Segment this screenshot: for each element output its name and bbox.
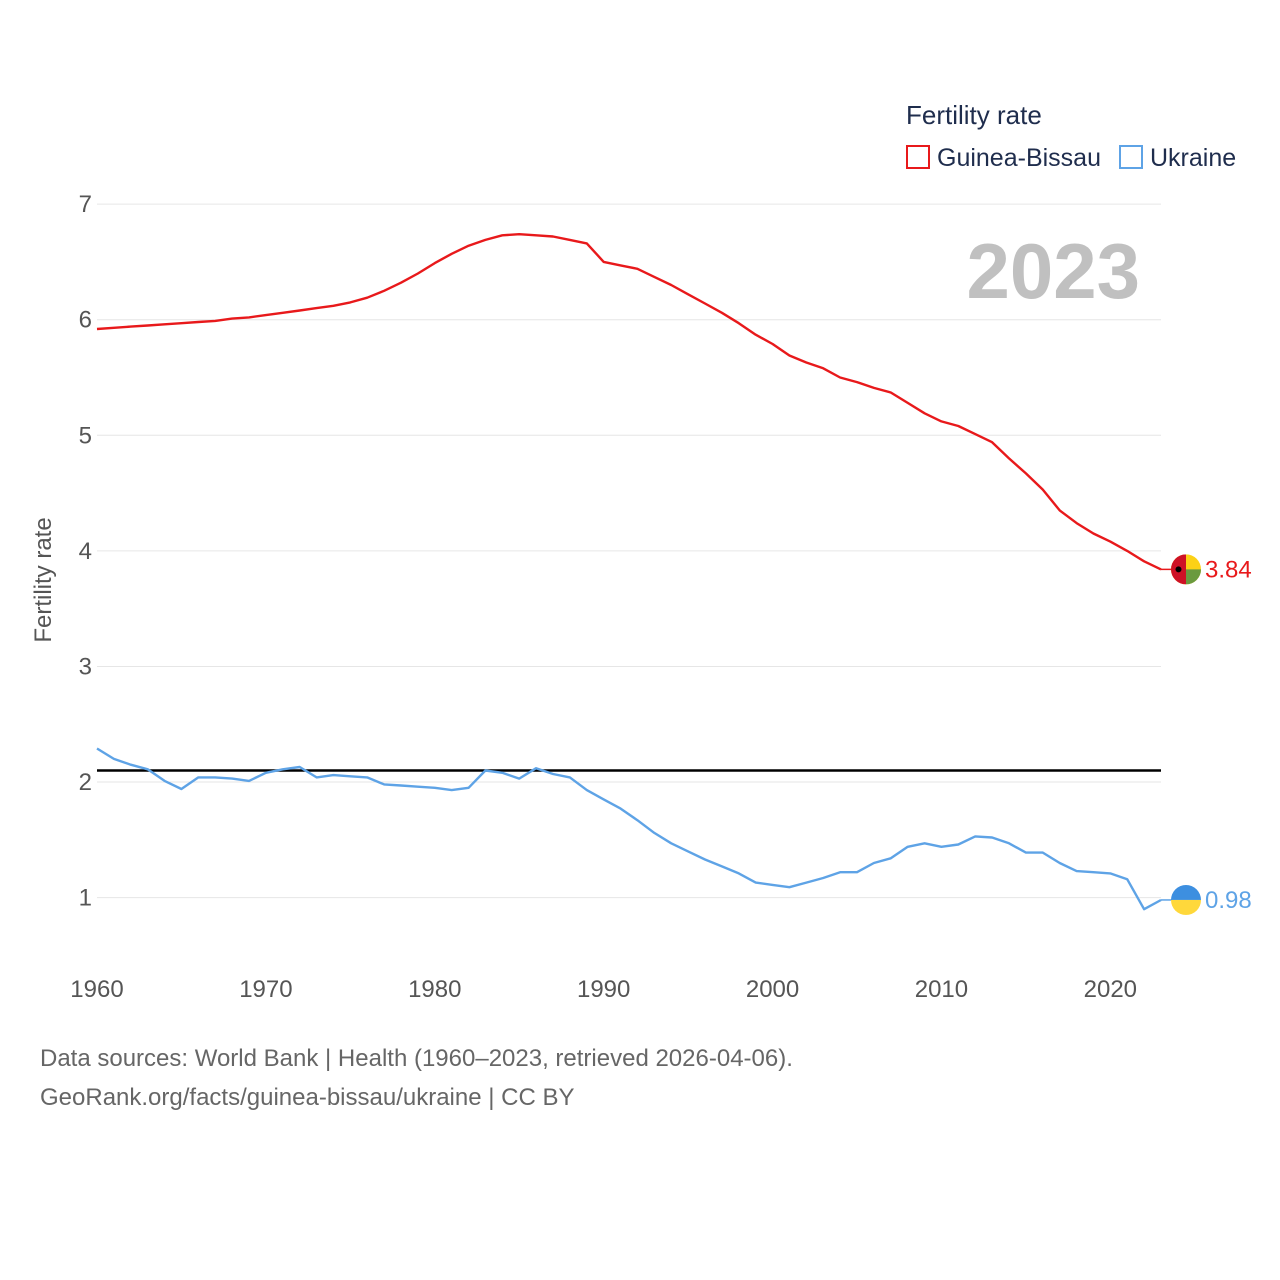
year-watermark: 2023 [966,227,1140,315]
y-axis-ticks: 1 2 3 4 5 6 7 [79,191,92,912]
legend-swatch-ukraine [1119,145,1143,169]
y-tick-label: 2 [79,769,92,796]
x-tick-label: 2020 [1084,976,1137,1003]
series-endpoints: 3.84 0.98 [1161,554,1252,915]
y-tick-label: 3 [79,653,92,680]
y-tick-label: 7 [79,191,92,218]
x-tick-label: 1980 [408,976,461,1003]
y-tick-label: 5 [79,422,92,449]
y-tick-label: 1 [79,885,92,912]
grid-layer [97,203,1161,899]
series-line-ukraine [96,747,1162,911]
legend-swatch-guinea-bissau [906,145,930,169]
legend: Fertility rate Guinea-Bissau Ukraine [906,100,1236,172]
ukraine-flag-icon [1171,884,1201,915]
legend-title: Fertility rate [906,100,1042,130]
x-tick-label: 2010 [915,976,968,1003]
fertility-chart: 1 2 3 4 5 6 7 1960 1970 1980 1990 2000 2010 2020 3.8… [30,100,1252,1003]
end-value-label-guinea-bissau: 3.84 [1205,556,1252,583]
x-tick-label: 1990 [577,976,630,1003]
legend-label-guinea-bissau: Guinea-Bissau [937,144,1101,172]
footer-sources: Data sources: World Bank | Health (1960–… [40,1045,793,1072]
series-layer [96,232,1162,911]
series-line-guinea-bissau [96,232,1162,571]
legend-label-ukraine: Ukraine [1150,144,1236,172]
y-axis-title: Fertility rate [30,517,57,642]
x-axis-ticks: 1960 1970 1980 1990 2000 2010 2020 [70,976,1137,1003]
end-value-label-ukraine: 0.98 [1205,887,1252,914]
guinea-bissau-flag-icon [1171,554,1201,585]
y-tick-label: 4 [79,538,92,565]
x-tick-label: 1960 [70,976,123,1003]
y-tick-label: 6 [79,307,92,334]
x-tick-label: 2000 [746,976,799,1003]
footer-attribution: GeoRank.org/facts/guinea-bissau/ukraine … [40,1084,575,1111]
x-tick-label: 1970 [239,976,292,1003]
